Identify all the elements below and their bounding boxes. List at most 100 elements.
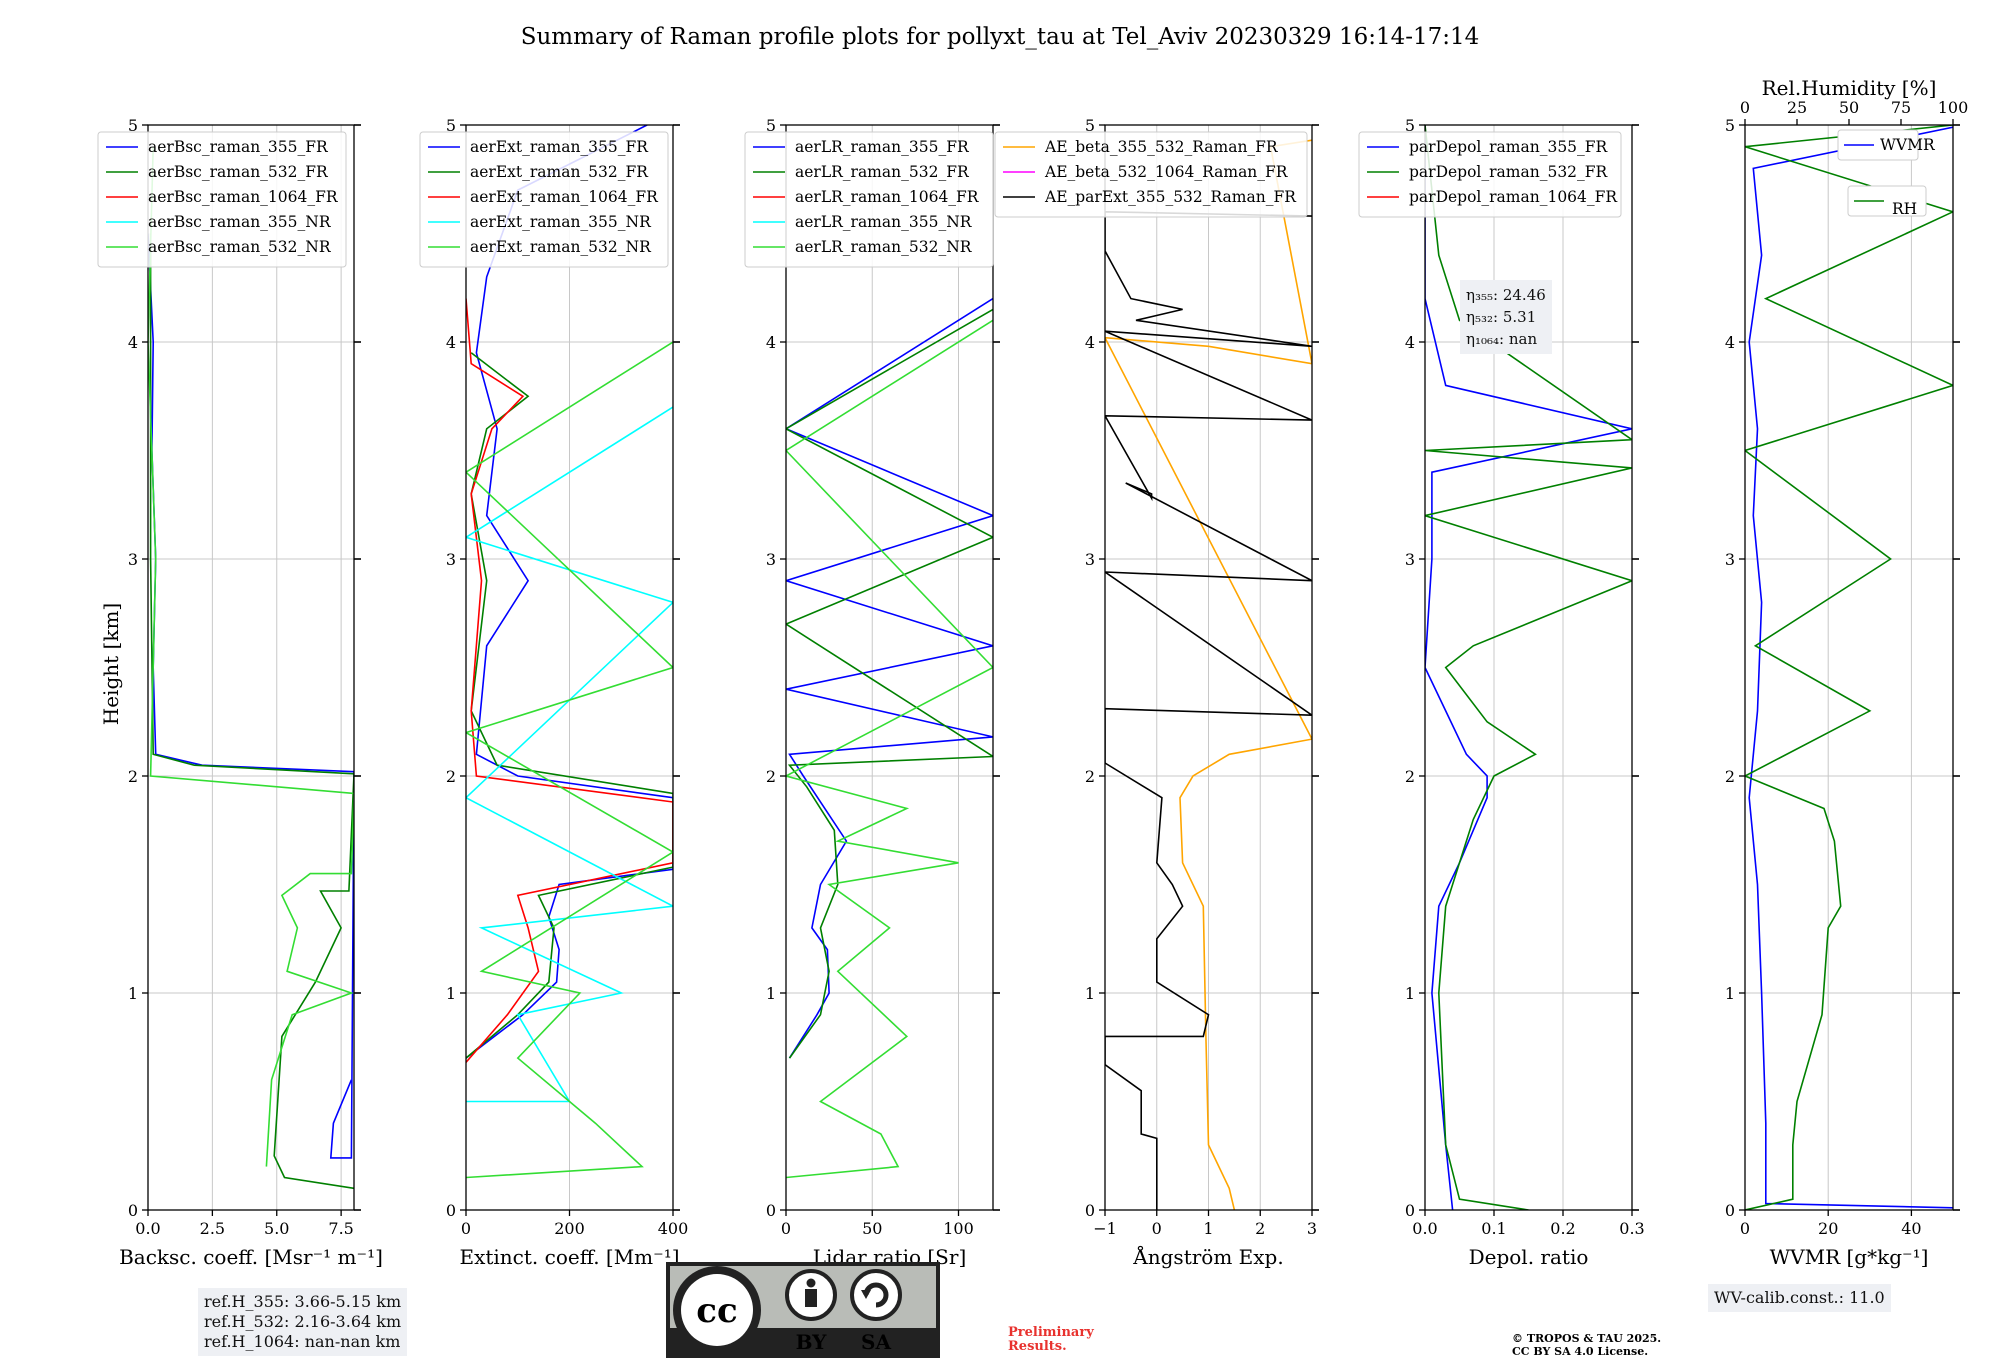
x-tick-label: 100 <box>943 1219 974 1238</box>
x-tick-label: 0 <box>1740 1219 1750 1238</box>
preliminary-line-1: Preliminary <box>1008 1325 1094 1340</box>
y-tick-label: 5 <box>1085 116 1095 135</box>
series-line-aerLR_raman_532_FR <box>786 308 993 1059</box>
by-icon-body <box>805 1289 817 1307</box>
series-line-aerBsc_raman_355_FR <box>148 233 354 1159</box>
y-tick-label: 3 <box>128 550 138 569</box>
x-tick-label: 40 <box>1901 1219 1921 1238</box>
top-x-axis-label: Rel.Humidity [%] <box>1762 76 1937 100</box>
x-tick-label: −1 <box>1093 1219 1117 1238</box>
panel-ext: 0 200 400 0 1 2 3 4 5 Extinct. coeff. [Mm⁻¹] aerEx… <box>419 116 689 1269</box>
y-tick-label: 3 <box>1405 550 1415 569</box>
y-tick-label: 2 <box>1085 767 1095 786</box>
legend-box <box>744 131 994 268</box>
ref-h-532: ref.H_532: 2.16-3.64 km <box>204 1312 402 1331</box>
x-tick-label: 400 <box>658 1219 689 1238</box>
x-tick-label: 0.0 <box>135 1219 160 1238</box>
by-label: BY <box>796 1330 828 1354</box>
y-tick-label: 3 <box>766 550 776 569</box>
series-line-parDepol_raman_355_FR <box>1425 125 1632 1210</box>
sa-icon-arrow <box>863 1282 889 1308</box>
legend-label: aerLR_raman_532_NR <box>795 238 973 256</box>
legend-label: AE_parExt_355_532_Raman_FR <box>1044 188 1297 206</box>
series-line-aerBsc_raman_532_FR <box>149 233 354 1190</box>
copyright-line-1: © TROPOS & TAU 2025. <box>1512 1332 1662 1345</box>
y-tick-label: 3 <box>446 550 456 569</box>
y-axis-label: Height [km] <box>99 603 123 725</box>
x-tick-label: 50 <box>862 1219 882 1238</box>
copyright-line-2: CC BY SA 4.0 License. <box>1512 1345 1649 1358</box>
legend-label: AE_beta_532_1064_Raman_FR <box>1044 163 1289 181</box>
top-x-tick-label: 100 <box>1938 98 1969 117</box>
x-axis-label: Ångström Exp. <box>1132 1244 1283 1269</box>
x-tick-label: 3 <box>1307 1219 1317 1238</box>
series-line-aerLR_raman_532_NR <box>786 319 993 1179</box>
y-tick-label: 3 <box>1085 550 1095 569</box>
series-group <box>1425 125 1632 1210</box>
y-tick-label: 4 <box>1725 333 1735 352</box>
reference-height-box: ref.H_355: 3.66-5.15 km ref.H_532: 2.16-… <box>198 1288 408 1356</box>
x-tick-label: 0.2 <box>1550 1219 1575 1238</box>
panel-bsc: 0.0 2.5 5.0 7.5 0 1 2 3 4 5 Backsc. coeff. [Msr⁻¹ … <box>97 116 383 1269</box>
copyright-note: © TROPOS & TAU 2025. CC BY SA 4.0 Licens… <box>1512 1332 1661 1358</box>
legend-label: parDepol_raman_532_FR <box>1409 163 1609 181</box>
series-line-aerExt_raman_532_FR <box>466 352 673 1059</box>
legend-label: WVMR <box>1880 136 1936 154</box>
series-line-RH <box>1745 125 1953 1210</box>
y-tick-label: 1 <box>1405 984 1415 1003</box>
ref-h-1064: ref.H_1064: nan-nan km <box>204 1332 401 1351</box>
series-line-aerExt_raman_532_NR <box>466 341 673 1179</box>
x-axis-label: WVMR [g*kg⁻¹] <box>1770 1245 1929 1269</box>
x-axis-label: Depol. ratio <box>1469 1245 1589 1269</box>
x-tick-label: 5.0 <box>264 1219 289 1238</box>
series-line-aerExt_raman_1064_FR <box>466 298 673 1063</box>
legend-label: aerBsc_raman_532_FR <box>148 163 329 181</box>
y-tick-label: 5 <box>446 116 456 135</box>
series-group <box>466 125 673 1179</box>
legend-label: aerLR_raman_1064_FR <box>795 188 980 206</box>
legend-label: aerExt_raman_1064_FR <box>470 188 659 206</box>
preliminary-note: Preliminary Results. <box>1008 1326 1094 1354</box>
x-axis-label: Extinct. coeff. [Mm⁻¹] <box>459 1245 679 1269</box>
legend-label: aerBsc_raman_1064_FR <box>148 188 339 206</box>
legend-label: aerLR_raman_355_FR <box>795 138 970 156</box>
eta-1064: η₁₀₆₄: nan <box>1466 330 1538 348</box>
x-tick-label: 7.5 <box>328 1219 353 1238</box>
legend-label: aerExt_raman_355_NR <box>470 213 652 231</box>
y-tick-label: 1 <box>446 984 456 1003</box>
panel-frame <box>1744 124 1954 1211</box>
y-tick-label: 4 <box>1085 333 1095 352</box>
x-tick-label: 0 <box>781 1219 791 1238</box>
legend-label: aerExt_raman_355_FR <box>470 138 649 156</box>
y-tick-label: 0 <box>1405 1201 1415 1220</box>
figure-title: Summary of Raman profile plots for polly… <box>521 24 1480 50</box>
legend-label: parDepol_raman_355_FR <box>1409 138 1609 156</box>
series-line-aerBsc_raman_532_NR <box>148 146 354 1167</box>
cc-logo-text: cc <box>696 1291 737 1331</box>
y-tick-label: 2 <box>128 767 138 786</box>
x-tick-label: 0.0 <box>1412 1219 1437 1238</box>
eta-annotation-box: η₃₅₅: 24.46 η₅₃₂: 5.31 η₁₀₆₄: nan <box>1460 280 1552 354</box>
panel-frame <box>1424 124 1633 1211</box>
legend-label: aerBsc_raman_532_NR <box>148 238 332 256</box>
cc-by-sa-badge: cc BY SA <box>666 1262 940 1358</box>
legend-box <box>1358 131 1622 218</box>
series-group <box>148 146 354 1190</box>
series-group <box>1745 125 1953 1210</box>
cc-logo-inner <box>681 1274 753 1346</box>
legend-label: parDepol_raman_1064_FR <box>1409 188 1618 206</box>
y-tick-label: 3 <box>1725 550 1735 569</box>
panel-frame <box>147 124 355 1211</box>
y-tick-label: 0 <box>446 1201 456 1220</box>
series-line-aerLR_raman_355_FR <box>786 297 993 1059</box>
x-tick-label: 200 <box>554 1219 585 1238</box>
y-tick-label: 0 <box>1725 1201 1735 1220</box>
series-line-WVMR <box>1748 126 1953 1209</box>
sa-label: SA <box>861 1330 891 1354</box>
y-tick-label: 0 <box>128 1201 138 1220</box>
x-tick-label: 0.3 <box>1619 1219 1644 1238</box>
y-tick-label: 5 <box>1405 116 1415 135</box>
eta-355: η₃₅₅: 24.46 <box>1466 286 1546 304</box>
